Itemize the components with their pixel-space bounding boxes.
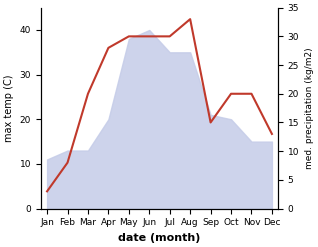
X-axis label: date (month): date (month) [118, 233, 201, 243]
Y-axis label: max temp (C): max temp (C) [4, 74, 14, 142]
Y-axis label: med. precipitation (kg/m2): med. precipitation (kg/m2) [305, 47, 314, 169]
